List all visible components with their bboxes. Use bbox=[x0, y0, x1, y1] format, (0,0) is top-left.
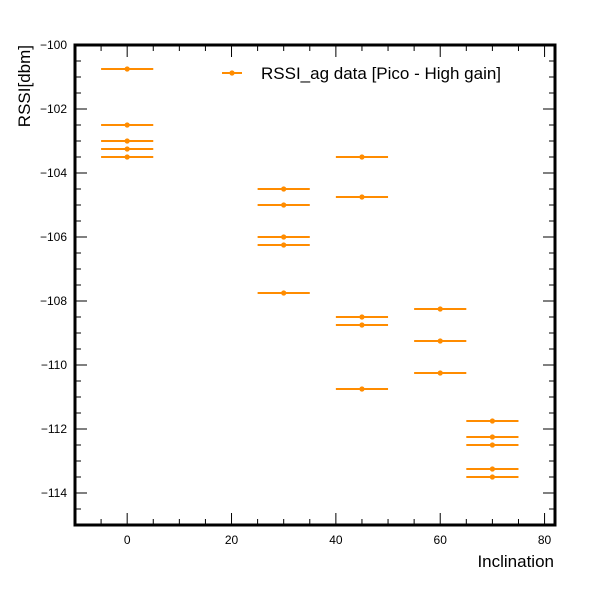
data-point bbox=[359, 386, 365, 392]
data-point bbox=[489, 442, 495, 448]
x-tick-label: 20 bbox=[225, 533, 239, 547]
plot-frame bbox=[73, 43, 557, 527]
legend-entry-label: RSSI_ag data [Pico - High gain] bbox=[261, 64, 501, 83]
x-tick-label: 80 bbox=[538, 533, 552, 547]
legend: RSSI_ag data [Pico - High gain] bbox=[222, 64, 501, 83]
x-tick-label: 40 bbox=[329, 533, 343, 547]
data-point bbox=[437, 306, 443, 312]
tick-labels: 0 20 40 60 80 −114 −112 −110 −108 −106 −104 −102 −10… bbox=[40, 38, 552, 547]
data-point bbox=[281, 202, 287, 208]
data-point bbox=[281, 290, 287, 296]
data-point bbox=[359, 322, 365, 328]
series-0 bbox=[101, 66, 519, 480]
y-tick-label: −104 bbox=[40, 166, 67, 180]
data-point bbox=[124, 146, 130, 152]
y-axis-title: RSSI[dbm] bbox=[15, 45, 34, 127]
data-point bbox=[281, 186, 287, 192]
data-point bbox=[124, 138, 130, 144]
x-axis-title: Inclination bbox=[477, 552, 554, 571]
x-tick-label: 60 bbox=[434, 533, 448, 547]
y-tick-label: −114 bbox=[41, 486, 67, 500]
data-series bbox=[101, 66, 519, 480]
data-point bbox=[359, 194, 365, 200]
data-point bbox=[124, 154, 130, 160]
data-point bbox=[281, 242, 287, 248]
y-tick-label: −110 bbox=[41, 358, 67, 372]
y-tick-label: −108 bbox=[40, 294, 67, 308]
y-tick-label: −102 bbox=[40, 102, 67, 116]
y-tick-label: −100 bbox=[40, 38, 67, 52]
data-point bbox=[437, 370, 443, 376]
data-point bbox=[124, 122, 130, 128]
data-point bbox=[489, 474, 495, 480]
data-point bbox=[489, 434, 495, 440]
x-tick-label: 0 bbox=[124, 533, 131, 547]
plot-background bbox=[75, 45, 555, 525]
data-point bbox=[437, 338, 443, 344]
data-point bbox=[489, 418, 495, 424]
data-point bbox=[124, 66, 130, 72]
data-point bbox=[359, 154, 365, 160]
y-tick-label: −112 bbox=[41, 422, 67, 436]
data-point bbox=[359, 314, 365, 320]
legend-marker bbox=[229, 70, 235, 76]
data-point bbox=[281, 234, 287, 240]
data-point bbox=[489, 466, 495, 472]
y-tick-label: −106 bbox=[40, 230, 67, 244]
